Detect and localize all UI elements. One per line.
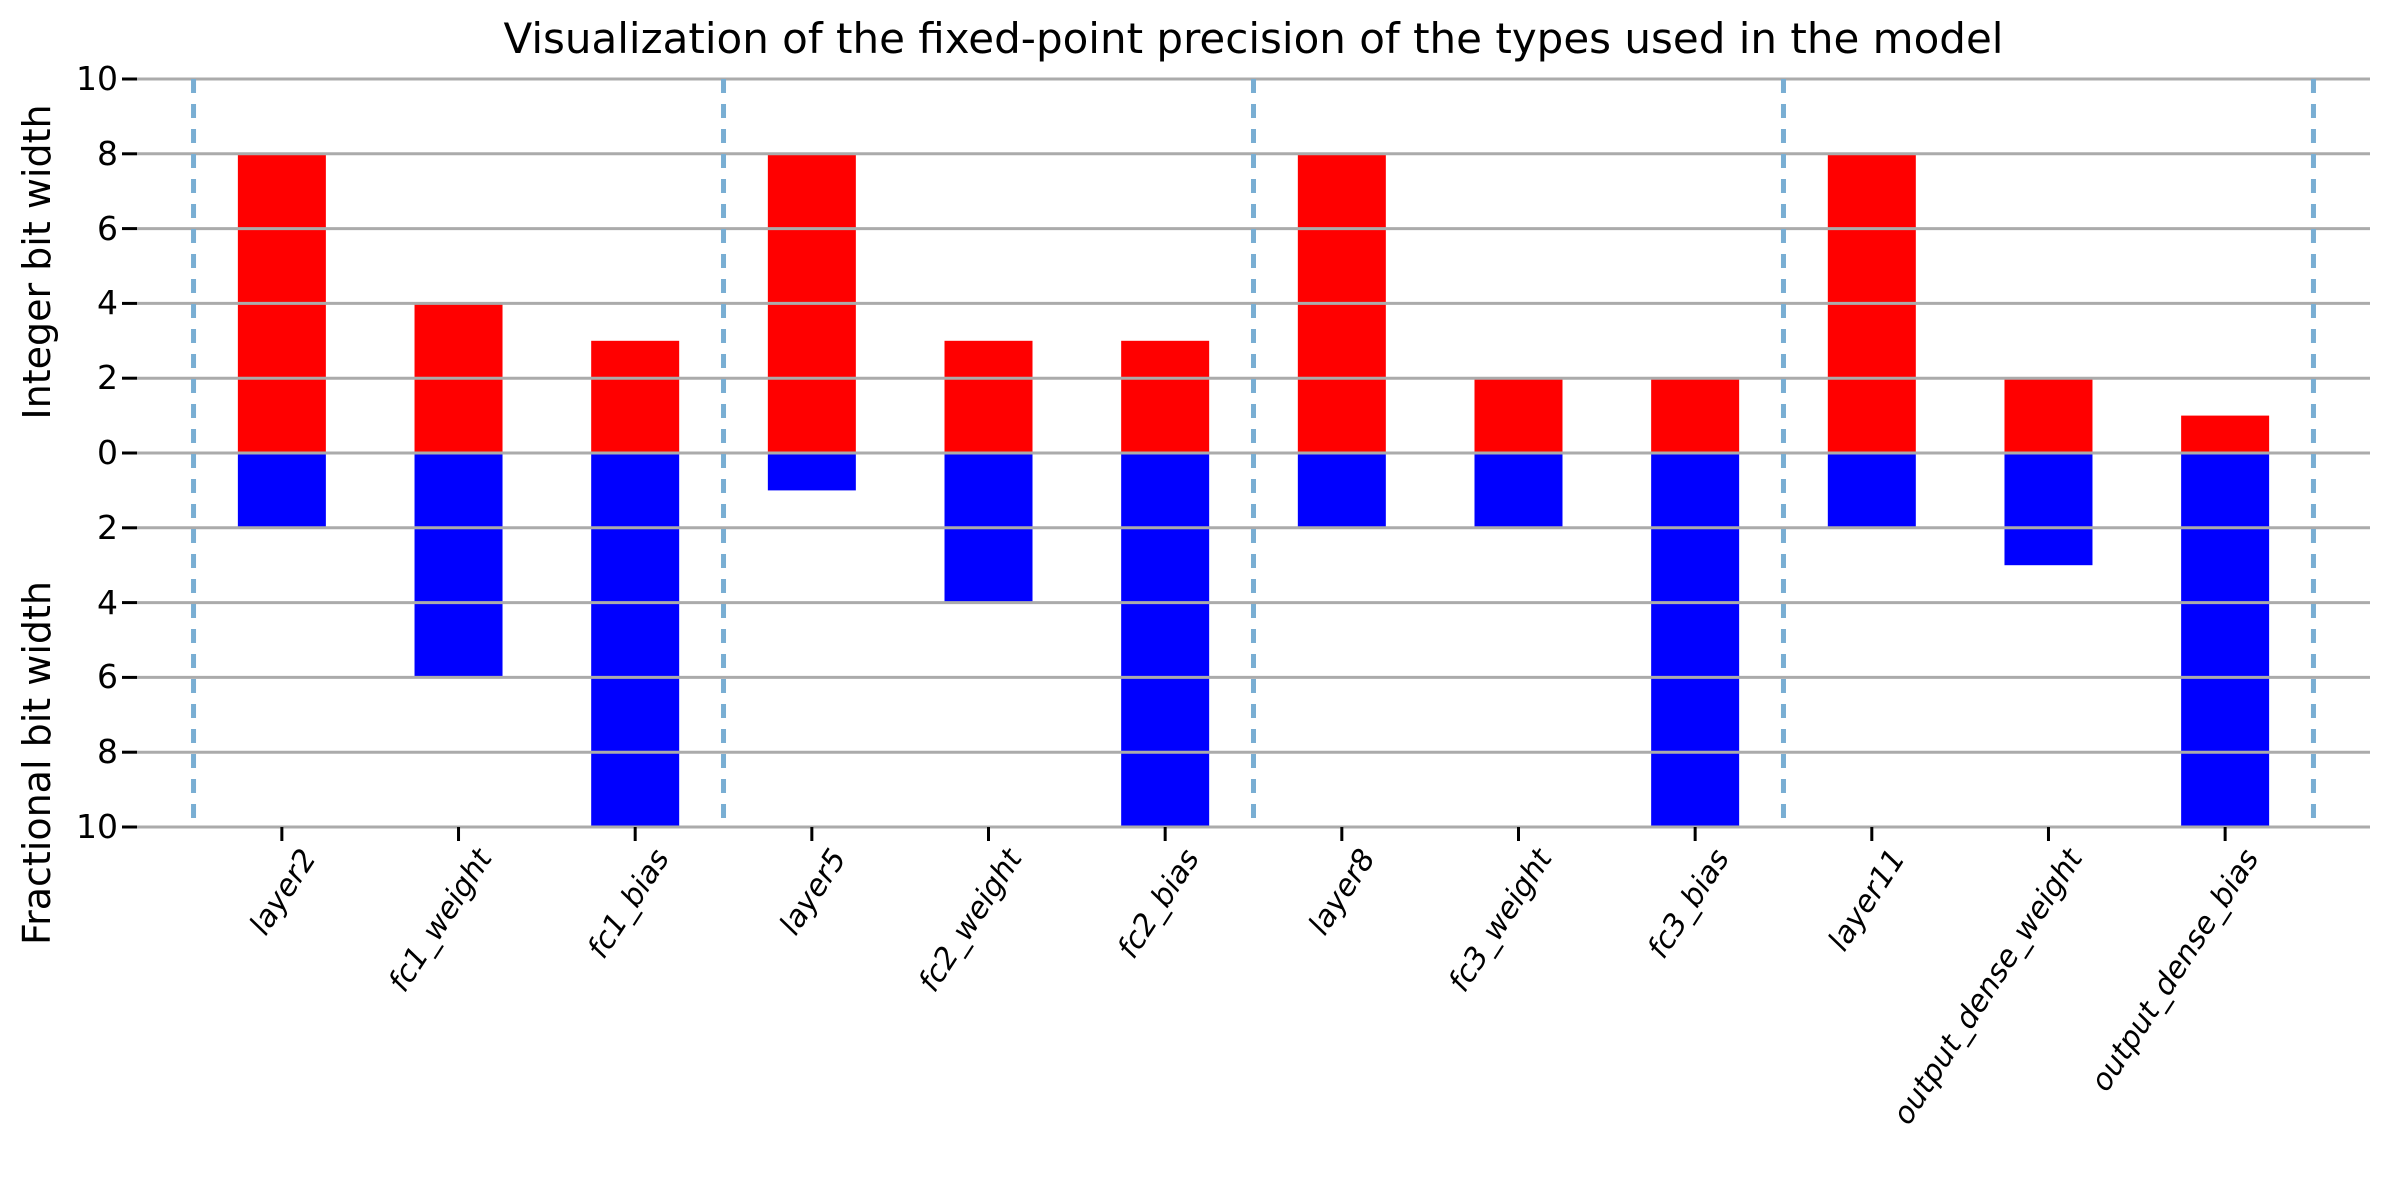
y-tick-label: 8 <box>97 732 118 772</box>
bar-fractional-fc2_bias <box>1121 453 1210 827</box>
y-tick-label: 4 <box>97 582 118 622</box>
bar-integer-output_dense_bias <box>2181 415 2270 453</box>
y-tick-label: 6 <box>97 657 118 697</box>
bar-integer-fc2_weight <box>944 340 1033 453</box>
bar-fractional-layer8 <box>1297 453 1386 528</box>
bar-fractional-fc3_bias <box>1651 453 1740 827</box>
bar-fractional-layer11 <box>1827 453 1916 528</box>
bar-fractional-output_dense_bias <box>2181 453 2270 827</box>
bar-fractional-fc3_weight <box>1474 453 1563 528</box>
bar-integer-fc3_bias <box>1651 378 1740 453</box>
y-tick-label: 4 <box>97 283 118 323</box>
bar-integer-output_dense_weight <box>2004 378 2093 453</box>
bar-fractional-layer2 <box>237 453 326 528</box>
y-tick-label: 2 <box>97 358 118 398</box>
bar-integer-fc1_bias <box>591 340 680 453</box>
bar-integer-fc2_bias <box>1121 340 1210 453</box>
y-tick-label: 10 <box>76 59 118 98</box>
bar-fractional-fc1_bias <box>591 453 680 827</box>
y-tick-label: 10 <box>76 807 118 846</box>
bar-fractional-fc1_weight <box>414 453 503 678</box>
chart-title: Visualization of the fixed-point precisi… <box>503 14 2004 63</box>
bar-fractional-layer5 <box>767 453 856 491</box>
y-tick-label: 6 <box>97 208 118 248</box>
y-tick-label: 0 <box>97 433 118 472</box>
y-tick-label: 2 <box>97 507 118 547</box>
y-tick-label: 8 <box>97 133 118 173</box>
bar-integer-fc3_weight <box>1474 378 1563 453</box>
bar-fractional-output_dense_weight <box>2004 453 2093 566</box>
